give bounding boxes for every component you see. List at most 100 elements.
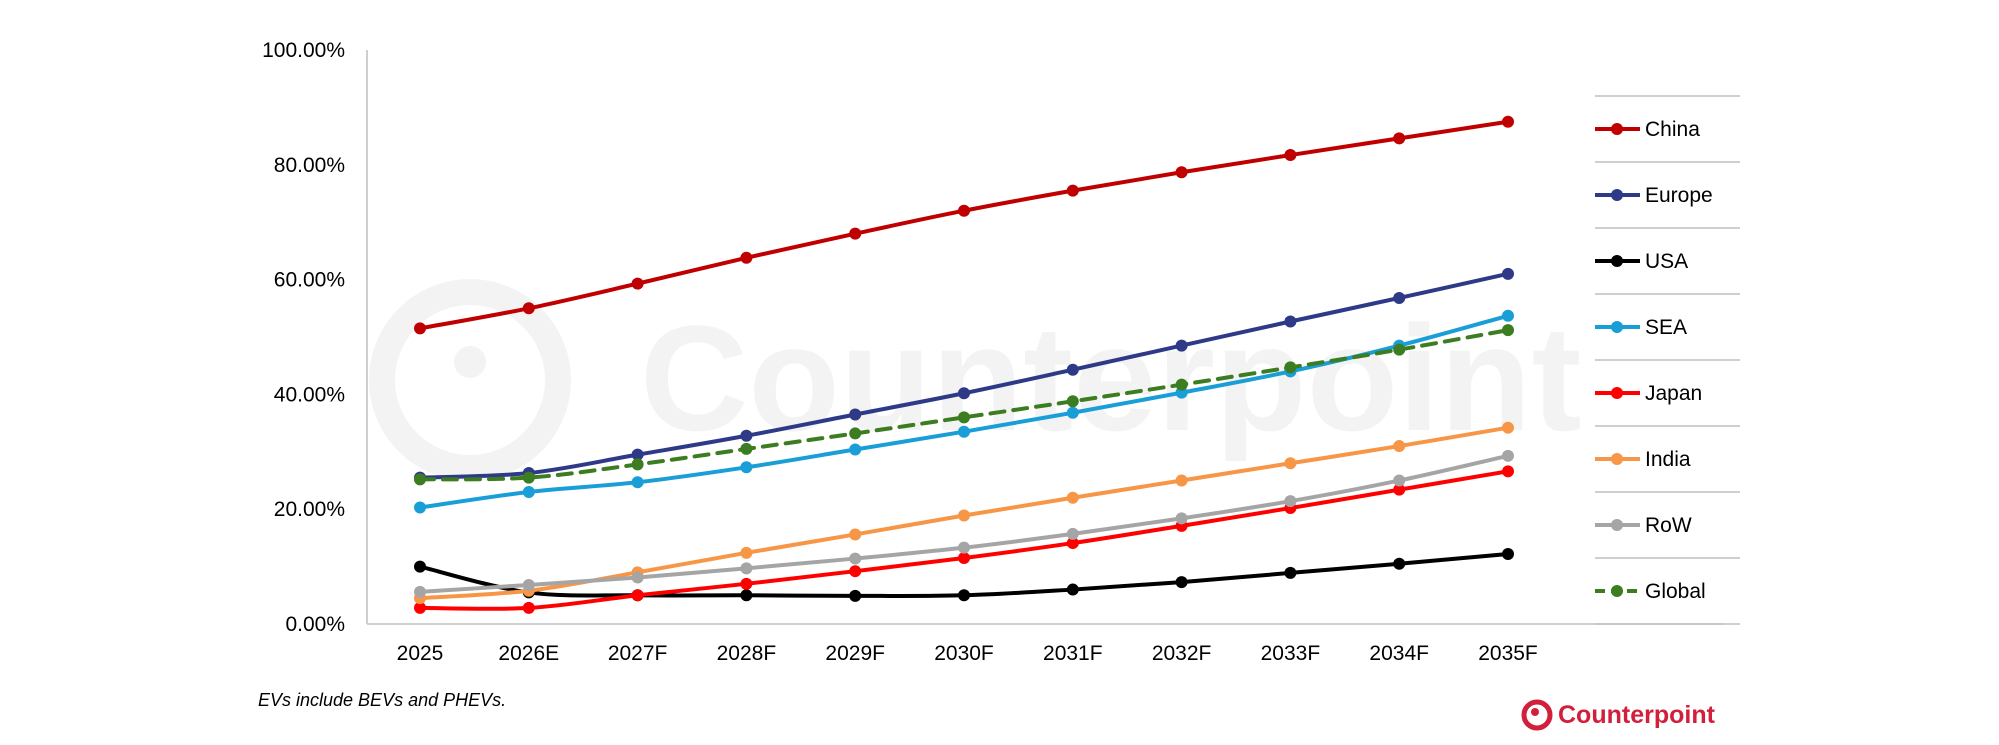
data-point-global: [740, 442, 753, 455]
series-row: [414, 449, 1514, 598]
legend: China Europe USA SEA Japan India RoW Global: [1595, 95, 1740, 625]
data-point-global: [414, 473, 426, 486]
y-tick-label: 40.00%: [274, 383, 345, 406]
data-point-global: [1393, 343, 1406, 356]
legend-marker-china: [1611, 123, 1623, 135]
data-point-china: [1502, 115, 1514, 128]
data-point-usa: [1066, 583, 1079, 596]
data-point-row: [1393, 474, 1406, 487]
data-point-usa: [740, 589, 753, 602]
data-point-europe: [740, 429, 753, 442]
x-tick-label: 2033F: [1261, 642, 1321, 665]
x-tick-label: 2030F: [934, 642, 994, 665]
x-tick-label: 2035F: [1478, 642, 1538, 665]
data-point-china: [740, 251, 753, 264]
y-tick-label: 100.00%: [262, 39, 345, 62]
legend-marker-japan: [1611, 387, 1623, 399]
legend-label-global: Global: [1645, 580, 1706, 603]
data-point-global: [1066, 395, 1079, 408]
data-point-row: [522, 578, 535, 591]
y-tick-label: 20.00%: [274, 498, 345, 521]
data-point-india: [1066, 491, 1079, 504]
watermark-logo-ring: [369, 279, 571, 481]
data-point-india: [1393, 440, 1406, 453]
data-point-row: [1175, 512, 1188, 525]
legend-marker-sea: [1611, 321, 1623, 333]
legend-label-usa: USA: [1645, 250, 1688, 273]
data-point-japan: [631, 589, 644, 602]
data-point-japan: [414, 601, 426, 614]
series-china: [414, 115, 1514, 335]
data-point-china: [1393, 132, 1406, 145]
x-tick-label: 2029F: [825, 642, 885, 665]
legend-item-india: India: [1595, 448, 1691, 471]
data-point-usa: [1502, 547, 1514, 560]
data-point-japan: [1393, 483, 1406, 496]
data-point-india: [1175, 474, 1188, 487]
data-point-china: [849, 227, 862, 240]
data-point-china: [1284, 149, 1297, 162]
data-point-japan: [849, 565, 862, 578]
footnote: EVs include BEVs and PHEVs.: [258, 690, 506, 710]
data-point-global: [631, 458, 644, 471]
data-point-china: [414, 322, 426, 335]
series-line-global: [418, 328, 1510, 482]
data-point-india: [849, 528, 862, 541]
legend-item-europe: Europe: [1595, 184, 1713, 207]
data-point-usa: [1393, 557, 1406, 570]
legend-item-sea: SEA: [1595, 316, 1687, 339]
data-point-japan: [958, 551, 970, 564]
x-tick-label: 2028F: [717, 642, 777, 665]
logo-mark-icon: [1521, 699, 1553, 731]
data-point-europe: [1502, 267, 1514, 280]
legend-item-japan: Japan: [1595, 382, 1702, 405]
data-point-india: [740, 546, 753, 559]
watermark-logo-dot: [454, 346, 486, 378]
data-point-global: [849, 427, 862, 440]
data-point-europe: [1284, 315, 1297, 328]
data-point-sea: [849, 443, 862, 456]
data-point-row: [1284, 495, 1297, 508]
data-point-japan: [740, 577, 753, 590]
x-tick-label: 2026E: [498, 642, 559, 665]
data-point-india: [1502, 421, 1514, 434]
data-point-sea: [1502, 309, 1514, 322]
data-point-china: [1066, 184, 1079, 197]
data-point-row: [1502, 449, 1514, 462]
data-point-china: [1175, 166, 1188, 179]
data-point-china: [522, 302, 535, 315]
legend-label-europe: Europe: [1645, 184, 1713, 207]
data-point-india: [958, 509, 970, 522]
x-tick-label: 2027F: [608, 642, 668, 665]
legend-item-row: RoW: [1595, 514, 1692, 537]
data-point-india: [1284, 457, 1297, 470]
data-point-sea: [631, 476, 644, 489]
data-point-europe: [958, 387, 970, 400]
y-axis-ticks: 0.00% 20.00% 40.00% 60.00% 80.00% 100.00%: [262, 39, 345, 636]
data-point-row: [414, 585, 426, 598]
data-point-usa: [1284, 566, 1297, 579]
data-point-usa: [849, 589, 862, 602]
data-point-row: [1066, 527, 1079, 540]
data-point-usa: [1175, 576, 1188, 589]
data-point-japan: [522, 601, 535, 614]
watermark: Counterpoint: [369, 279, 1581, 481]
data-point-sea: [522, 485, 535, 498]
data-point-sea: [958, 425, 970, 438]
data-point-global: [1502, 324, 1514, 337]
data-point-global: [958, 411, 970, 424]
legend-marker-global: [1611, 585, 1623, 597]
data-point-china: [631, 277, 644, 290]
data-point-europe: [849, 408, 862, 421]
legend-marker-europe: [1611, 189, 1623, 201]
data-point-europe: [1393, 291, 1406, 304]
x-tick-label: 2025: [397, 642, 444, 665]
data-point-japan: [1066, 537, 1079, 550]
data-point-japan: [1502, 465, 1514, 478]
legend-item-global: Global: [1595, 580, 1706, 603]
legend-marker-row: [1611, 519, 1623, 531]
legend-item-usa: USA: [1595, 250, 1688, 273]
legend-marker-usa: [1611, 255, 1623, 267]
legend-label-india: India: [1645, 448, 1691, 471]
